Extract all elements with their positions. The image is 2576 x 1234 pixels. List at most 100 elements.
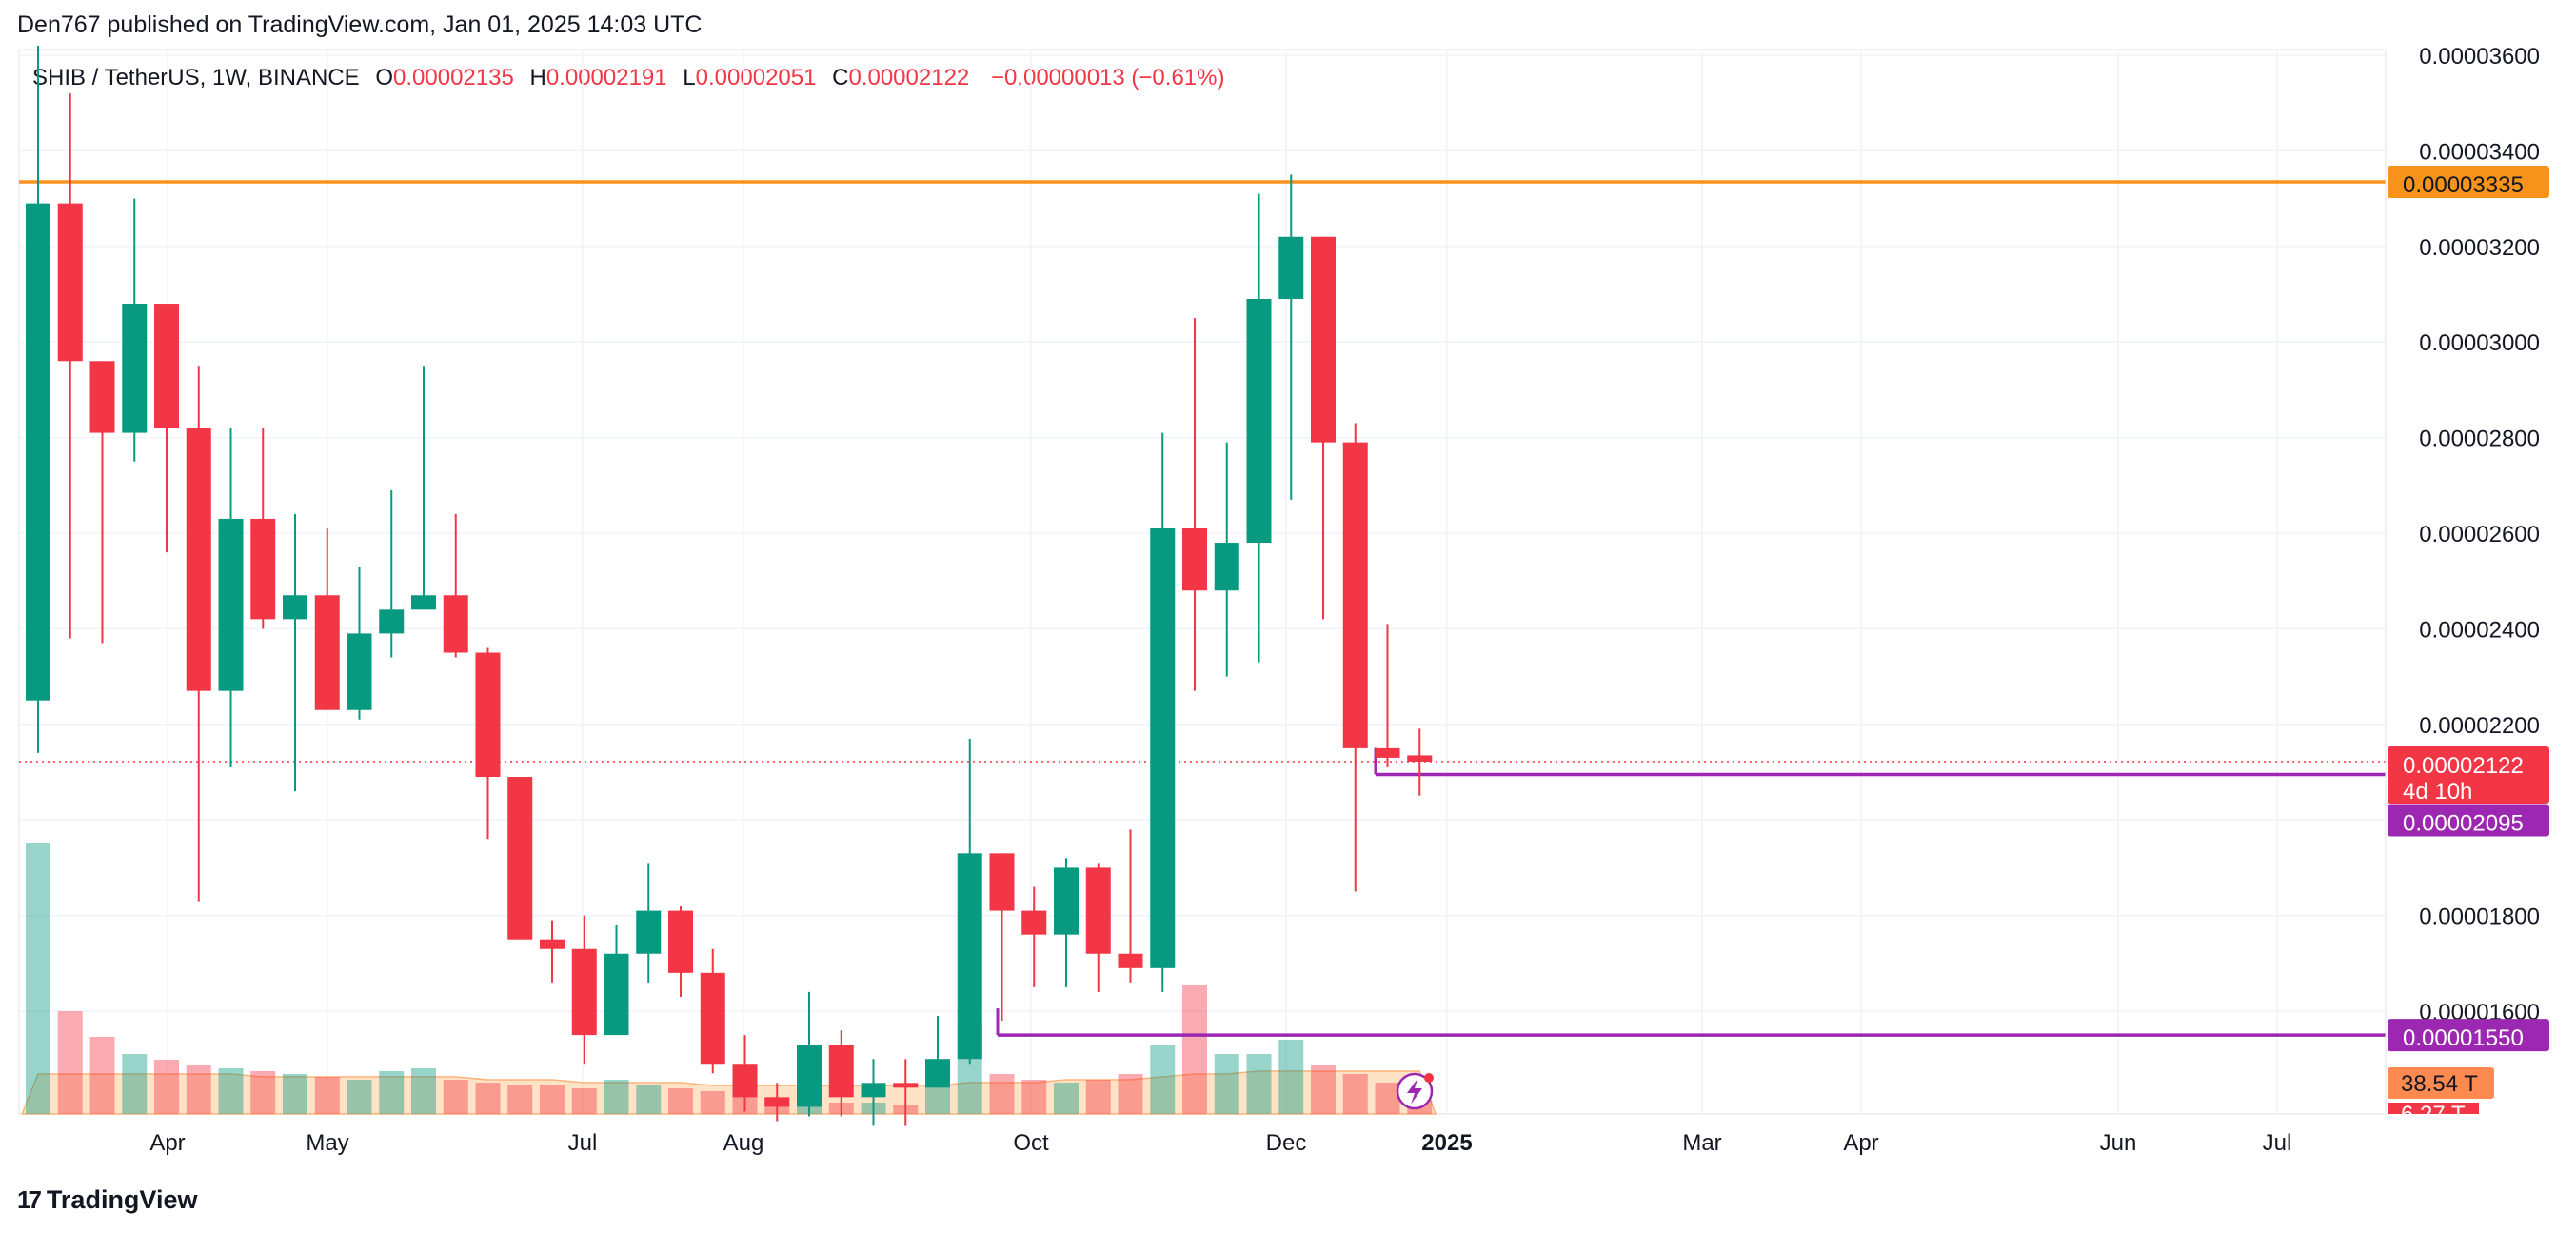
x-tick-label: Dec <box>1266 1130 1307 1156</box>
candle-body[interactable] <box>1214 543 1239 591</box>
candle-body[interactable] <box>893 1083 919 1088</box>
volume-last-label: 6.27 T <box>2388 1102 2479 1127</box>
volume-bar <box>122 1054 148 1114</box>
candle-body[interactable] <box>989 853 1015 911</box>
svg-text:0.00002095: 0.00002095 <box>2403 811 2524 837</box>
candle-body[interactable] <box>1150 527 1176 968</box>
x-tick-label: Apr <box>149 1130 185 1156</box>
candle-body[interactable] <box>1311 236 1336 443</box>
candle-body[interactable] <box>26 203 50 701</box>
candle-body[interactable] <box>154 304 179 428</box>
svg-text:4d 10h: 4d 10h <box>2403 779 2472 805</box>
candle-body[interactable] <box>861 1083 886 1098</box>
candle-body[interactable] <box>1246 299 1272 544</box>
svg-text:0.00002122: 0.00002122 <box>2403 753 2524 779</box>
close-label: C <box>832 65 849 90</box>
x-tick-label: Jun <box>2100 1130 2137 1156</box>
candle-body[interactable] <box>507 777 533 940</box>
y-tick-label: 0.00002800 <box>2419 427 2540 452</box>
volume-bar <box>1278 1040 1304 1114</box>
support-price-tag-lower: 0.00001550 <box>2388 1019 2549 1052</box>
volume-bar <box>571 1088 597 1114</box>
volume-bar <box>989 1074 1015 1114</box>
candle-body[interactable] <box>732 1064 758 1098</box>
candle-body[interactable] <box>957 853 982 1060</box>
volume-bar <box>1085 1080 1111 1114</box>
volume-bar <box>1150 1045 1176 1114</box>
high-label: H <box>529 65 546 90</box>
candle-body[interactable] <box>89 361 115 433</box>
volume-bar <box>1054 1083 1079 1114</box>
candle-body[interactable] <box>475 652 501 778</box>
candle-body[interactable] <box>1278 236 1304 300</box>
volume-bar <box>636 1085 662 1114</box>
svg-text:0.00001550: 0.00001550 <box>2403 1025 2524 1051</box>
y-tick-label: 0.00002600 <box>2419 522 2540 547</box>
change-value: −0.00000013 (−0.61%) <box>990 65 1225 90</box>
candle-body[interactable] <box>1407 755 1433 762</box>
candle-body[interactable] <box>540 939 565 949</box>
candle-body[interactable] <box>283 595 307 620</box>
y-tick-label: 0.00003000 <box>2419 330 2540 356</box>
candle-body[interactable] <box>57 203 83 362</box>
candle-body[interactable] <box>668 910 693 973</box>
svg-text:6.27 T: 6.27 T <box>2401 1102 2466 1127</box>
candle-body[interactable] <box>1085 867 1111 954</box>
candle-body[interactable] <box>1054 867 1079 935</box>
candle-body[interactable] <box>636 910 662 954</box>
candle-body[interactable] <box>250 518 276 620</box>
candle-body[interactable] <box>347 633 372 710</box>
volume-ma-label: 38.54 T <box>2388 1067 2494 1099</box>
volume-bar <box>1311 1065 1336 1114</box>
candle-body[interactable] <box>1342 442 1368 748</box>
resistance-price-tag: 0.00003335 <box>2388 166 2549 199</box>
symbol-legend: SHIB / TetherUS, 1W, BINANCE O0.00002135… <box>32 65 1224 91</box>
candle-body[interactable] <box>443 595 468 653</box>
volume-bar <box>26 843 50 1114</box>
candle-body[interactable] <box>571 948 597 1036</box>
candle-body[interactable] <box>1021 910 1047 935</box>
candle-body[interactable] <box>925 1059 950 1088</box>
volume-bar <box>411 1068 436 1114</box>
y-tick-label: 0.00002200 <box>2419 713 2540 739</box>
low-value: 0.00002051 <box>695 65 817 90</box>
candle-body[interactable] <box>218 518 244 691</box>
candle-body[interactable] <box>186 428 211 691</box>
x-tick-label: Mar <box>1682 1130 1721 1156</box>
tradingview-logo[interactable]: 17 TradingView <box>17 1185 197 1215</box>
candle-body[interactable] <box>797 1045 822 1107</box>
y-tick-label: 0.00001800 <box>2419 905 2540 930</box>
x-tick-label: 2025 <box>1421 1130 1472 1156</box>
candle-body[interactable] <box>1118 953 1143 968</box>
volume-bar <box>1214 1054 1239 1114</box>
volume-bar <box>1342 1074 1368 1114</box>
volume-bar <box>218 1068 244 1114</box>
volume-bar <box>925 1085 950 1114</box>
tradingview-logo-icon: 17 <box>17 1185 42 1214</box>
symbol-name[interactable]: SHIB / TetherUS, 1W, BINANCE <box>32 65 360 90</box>
candle-body[interactable] <box>828 1045 854 1098</box>
lightning-icon[interactable] <box>1396 1072 1434 1110</box>
svg-text:38.54 T: 38.54 T <box>2401 1071 2478 1097</box>
candle-body[interactable] <box>604 953 629 1036</box>
x-tick-label: Jul <box>2263 1130 2292 1156</box>
candle-body[interactable] <box>314 595 340 710</box>
candle-body[interactable] <box>764 1097 790 1107</box>
x-tick-label: Aug <box>723 1130 764 1156</box>
candle-body[interactable] <box>411 595 436 610</box>
candle-body[interactable] <box>700 972 725 1065</box>
volume-bar <box>507 1085 533 1114</box>
volume-bar <box>186 1065 211 1114</box>
x-tick-label: Oct <box>1013 1130 1049 1156</box>
candle-body[interactable] <box>1182 527 1207 591</box>
volume-bar <box>283 1074 307 1114</box>
candle-body[interactable] <box>1375 747 1400 758</box>
high-value: 0.00002191 <box>545 65 667 90</box>
close-value: 0.00002122 <box>848 65 970 90</box>
volume-bar <box>668 1088 693 1114</box>
volume-bar <box>154 1060 179 1114</box>
candle-body[interactable] <box>122 304 148 433</box>
candle-body[interactable] <box>379 609 405 634</box>
